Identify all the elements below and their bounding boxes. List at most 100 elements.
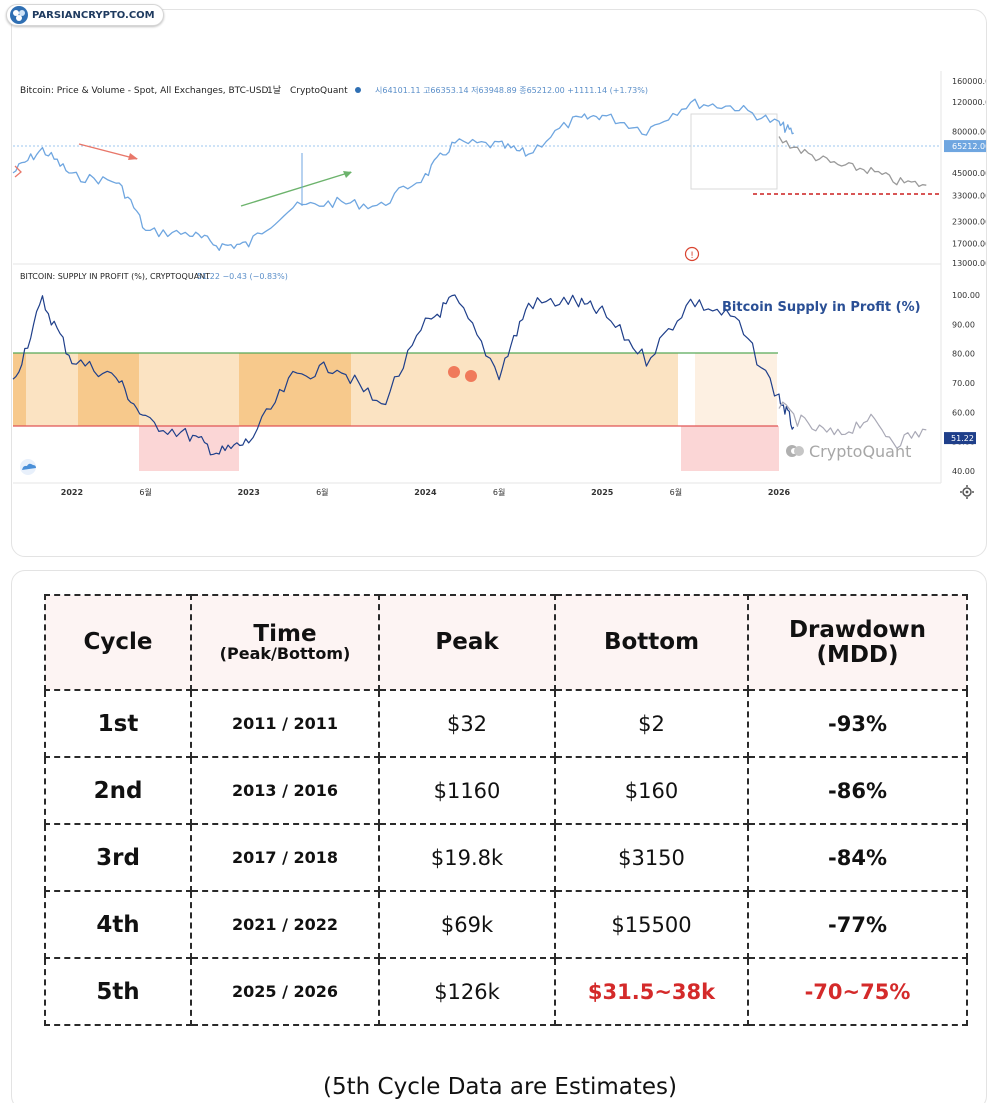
- profit-band-dark-1: [13, 353, 26, 426]
- cycle-drawdown-table: Cycle Time (Peak/Bottom) Peak Bottom Dra…: [44, 594, 968, 1026]
- table-row: 5th 2025 / 2026 $126k $31.5~38k -70~75%: [44, 957, 968, 1026]
- price-y-tick: 80000.00: [952, 127, 987, 136]
- cryptoquant-brand: CryptoQuant: [786, 442, 911, 461]
- profit-last-value-label: 51.22: [951, 434, 974, 443]
- uptrend-arrow: [240, 171, 352, 207]
- cloud-icon: [22, 463, 36, 470]
- alert-icon: [684, 246, 700, 262]
- cell-cycle: 1st: [44, 689, 192, 758]
- cell-time: 2017 / 2018: [190, 823, 380, 892]
- cell-peak: $1160: [378, 756, 556, 825]
- bottom-marker-1: [448, 366, 460, 378]
- cell-bottom: $3150: [554, 823, 749, 892]
- x-tick-label: 2025: [591, 488, 614, 497]
- cell-mdd: -93%: [747, 689, 968, 758]
- table-row: 2nd 2013 / 2016 $1160 $160 -86%: [44, 756, 968, 825]
- cell-mdd: -86%: [747, 756, 968, 825]
- cell-cycle: 2nd: [44, 756, 192, 825]
- cell-bottom: $15500: [554, 890, 749, 959]
- cell-peak: $19.8k: [378, 823, 556, 892]
- profit-projection-band: [695, 353, 777, 426]
- chart-area: ! Bitcoin: Price & Volume - Spot, All Ex…: [12, 71, 987, 499]
- x-tick-label: 6월: [316, 487, 328, 497]
- header-bottom: Bottom: [554, 594, 749, 691]
- live-dot-icon: [355, 87, 361, 93]
- header-peak: Peak: [378, 594, 556, 691]
- left-arrow-fragment-icon: [14, 165, 22, 178]
- profit-chart-stats: 51.22 −0.43 (−0.83%): [197, 272, 288, 281]
- table-row: 1st 2011 / 2011 $32 $2 -93%: [44, 689, 968, 758]
- price-projection-line: [778, 136, 927, 188]
- price-ohlc-readout: 시64101.11 고66353.14 저63948.89 종65212.00 …: [375, 86, 648, 95]
- cell-peak: $69k: [378, 890, 556, 959]
- chart-card: ! Bitcoin: Price & Volume - Spot, All Ex…: [11, 9, 987, 557]
- price-y-tick: 45000.00: [952, 169, 987, 178]
- cell-peak: $126k: [378, 957, 556, 1026]
- bottom-marker-2: [465, 370, 477, 382]
- cryptoquant-brand-text: CryptoQuant: [809, 442, 911, 461]
- price-y-tick: 13000.00: [952, 259, 987, 268]
- table-header-row: Cycle Time (Peak/Bottom) Peak Bottom Dra…: [44, 594, 968, 691]
- profit-y-tick: 100.00: [952, 291, 980, 300]
- price-chart-interval: 1날: [267, 85, 281, 96]
- profit-y-tick: 60.00: [952, 408, 975, 417]
- x-tick-label: 2022: [61, 488, 83, 497]
- profit-y-axis: 100.0090.0080.0070.0060.0050.0040.0051.2…: [944, 291, 980, 476]
- alert-icon-glyph: !: [690, 251, 694, 261]
- price-y-tick: 17000.00: [952, 240, 987, 249]
- x-tick-label: 6월: [493, 487, 505, 497]
- cell-bottom: $160: [554, 756, 749, 825]
- profit-annotation: Bitcoin Supply in Profit (%): [722, 300, 921, 315]
- price-y-axis: 160000.00 120000.00 80000.00 65212.00 45000.…: [944, 77, 987, 268]
- header-cycle: Cycle: [44, 594, 192, 691]
- cell-mdd-estimate: -70~75%: [747, 957, 968, 1026]
- profit-y-tick: 40.00: [952, 467, 975, 476]
- cell-peak: $32: [378, 689, 556, 758]
- profit-low-zone-2: [681, 426, 779, 471]
- x-tick-label: 2026: [768, 488, 791, 497]
- watermark-badge: PARSIANCRYPTO.COM: [6, 4, 164, 26]
- settings-gear-icon[interactable]: [960, 485, 974, 499]
- cell-cycle: 4th: [44, 890, 192, 959]
- header-time-sub: (Peak/Bottom): [219, 644, 351, 664]
- tradingview-badge[interactable]: [20, 459, 36, 475]
- profit-low-zone-1: [139, 426, 239, 471]
- cell-time: 2013 / 2016: [190, 756, 380, 825]
- x-tick-label: 2023: [238, 488, 260, 497]
- profit-band-dark-3: [239, 353, 351, 426]
- table-footnote: (5th Cycle Data are Estimates): [323, 1074, 677, 1100]
- header-mdd: Drawdown (MDD): [747, 594, 968, 691]
- table-row: 4th 2021 / 2022 $69k $15500 -77%: [44, 890, 968, 959]
- header-time-label: Time: [253, 621, 317, 648]
- profit-y-tick: 90.00: [952, 320, 975, 329]
- header-mdd-sub: (MDD): [816, 641, 899, 668]
- downtrend-arrow: [78, 143, 138, 160]
- bitcoin-logo-icon: [10, 6, 28, 24]
- cell-mdd: -84%: [747, 823, 968, 892]
- price-series-line: [12, 98, 794, 251]
- downtrend-arrowhead-icon: [128, 153, 138, 160]
- profit-band-dark-2: [78, 353, 139, 426]
- price-y-tick: 120000.00: [952, 98, 987, 107]
- watermark-text: PARSIANCRYPTO.COM: [32, 9, 155, 21]
- profit-y-tick: 80.00: [952, 350, 975, 359]
- cell-time: 2011 / 2011: [190, 689, 380, 758]
- cell-bottom: $2: [554, 689, 749, 758]
- price-y-tick: 65212.00: [952, 142, 987, 151]
- header-mdd-label: Drawdown: [788, 617, 927, 644]
- x-tick-label: 6월: [139, 487, 151, 497]
- price-chart-title: Bitcoin: Price & Volume - Spot, All Exch…: [20, 86, 268, 96]
- profit-last-value-badge: [944, 432, 976, 445]
- cell-cycle: 5th: [44, 957, 192, 1026]
- price-y-tick: 23000.00: [952, 218, 987, 227]
- price-last-value-badge: [944, 140, 986, 153]
- profit-projection-line: [778, 401, 927, 449]
- price-projection-box: [690, 113, 778, 190]
- x-tick-label: 2024: [414, 488, 437, 497]
- uptrend-arrowhead-icon: [343, 171, 352, 178]
- profit-series-line: [12, 294, 795, 456]
- price-y-tick: 33000.00: [952, 191, 987, 200]
- profit-y-tick: 70.00: [952, 379, 975, 388]
- price-chart-source: CryptoQuant: [290, 86, 348, 96]
- price-y-tick: 160000.00: [952, 77, 987, 86]
